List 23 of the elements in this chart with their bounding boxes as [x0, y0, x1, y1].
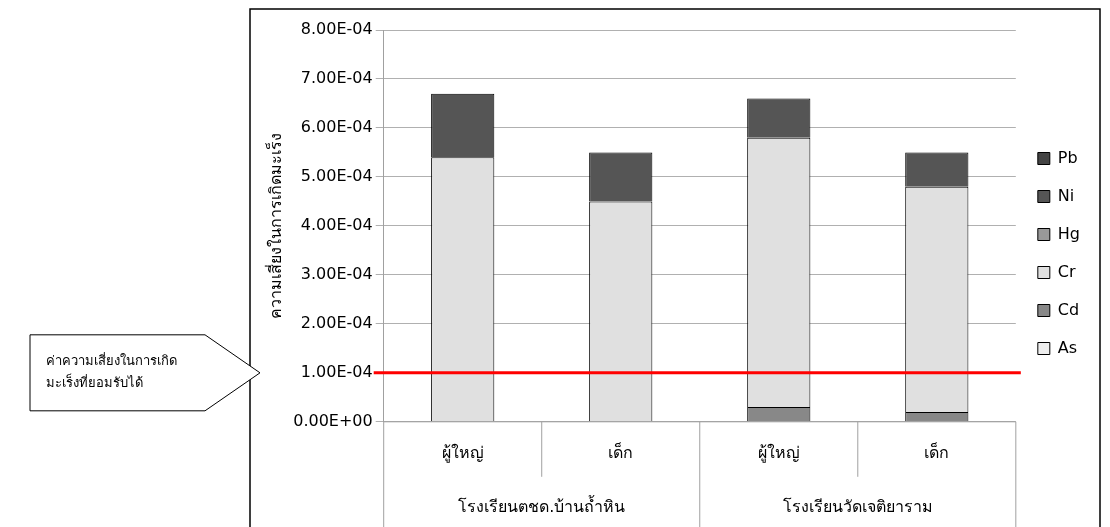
y-axis-title: ความเสี่ยงในการเกิดมะเร็ง: [263, 132, 285, 319]
y-tick-label: 4.00E-04: [300, 215, 373, 235]
text: โรงเรียนวัดเจติยาราม: [782, 496, 933, 516]
x-tick-label: ผู้ใหญ่: [441, 442, 484, 463]
y-tick-label: 1.00E-04: [300, 361, 373, 381]
legend-label: Pb: [1057, 147, 1078, 167]
y-tick-label: 3.00E-04: [300, 264, 373, 284]
y-tick-label: 8.00E-04: [300, 19, 373, 39]
x-tick-label: ผู้ใหญ่: [757, 442, 800, 463]
x-tick-label: เด็ก: [924, 441, 950, 462]
y-tick-label: 0.00E+00: [293, 410, 373, 430]
legend-label: As: [1057, 337, 1078, 357]
legend-label: Ni: [1057, 185, 1075, 205]
text: โรงเรียนตชด.บ้านถ้ำหิน: [458, 494, 626, 516]
x-tick-label: เด็ก: [608, 441, 634, 462]
y-tick-label: 2.00E-04: [300, 313, 373, 333]
legend-label: Cd: [1057, 299, 1080, 319]
y-tick-label: 7.00E-04: [300, 68, 373, 88]
legend-label: Hg: [1057, 223, 1080, 243]
y-tick-label: 6.00E-04: [300, 117, 373, 137]
y-tick-label: 5.00E-04: [300, 166, 373, 186]
text: ค่าความเสี่ยงในการเกิด มะเร็งที่ยอมรับได้: [46, 352, 177, 391]
legend-label: Cr: [1057, 261, 1076, 281]
